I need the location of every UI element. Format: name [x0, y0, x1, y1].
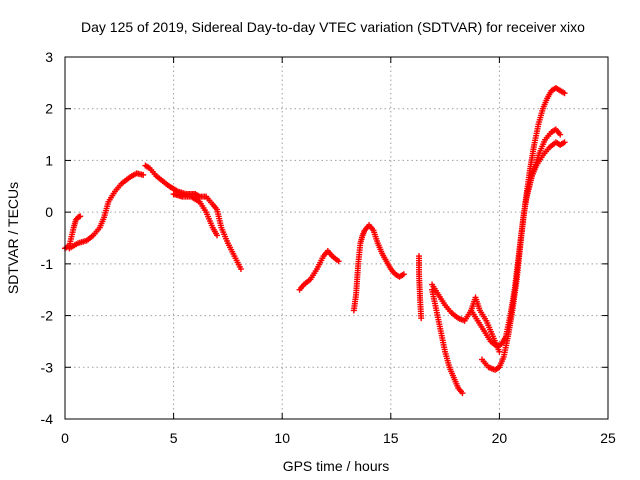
x-tick-label: 20 [492, 430, 508, 446]
x-tick-label: 10 [274, 430, 290, 446]
x-tick-label: 25 [600, 430, 616, 446]
x-tick-label: 15 [383, 430, 399, 446]
plot-frame [64, 56, 609, 420]
data-point [557, 131, 564, 138]
data-point [561, 90, 568, 97]
grid-lines [65, 57, 608, 419]
data-point [140, 171, 147, 178]
data-point [418, 315, 425, 322]
chart-title: Day 125 of 2019, Sidereal Day-to-day VTE… [81, 19, 585, 35]
data-point [335, 258, 342, 265]
y-tick-label: -1 [41, 256, 54, 272]
y-tick-label: 0 [45, 204, 53, 220]
y-axis-label: SDTVAR / TECUs [5, 182, 21, 294]
y-tick-label: -3 [41, 359, 54, 375]
data-point [561, 139, 568, 146]
data-points [62, 85, 568, 397]
data-point [77, 213, 84, 220]
x-axis-label: GPS time / hours [283, 458, 390, 474]
y-tick-label: 2 [45, 101, 53, 117]
data-point [496, 348, 503, 355]
data-point [214, 232, 221, 239]
y-tick-label: -2 [41, 308, 54, 324]
x-tick-label: 0 [61, 430, 69, 446]
x-tick-label: 5 [170, 430, 178, 446]
data-point [237, 266, 244, 273]
data-point [459, 390, 466, 397]
y-tick-label: -4 [41, 411, 54, 427]
data-point [400, 271, 407, 278]
y-tick-label: 3 [45, 49, 53, 65]
y-tick-label: 1 [45, 152, 53, 168]
